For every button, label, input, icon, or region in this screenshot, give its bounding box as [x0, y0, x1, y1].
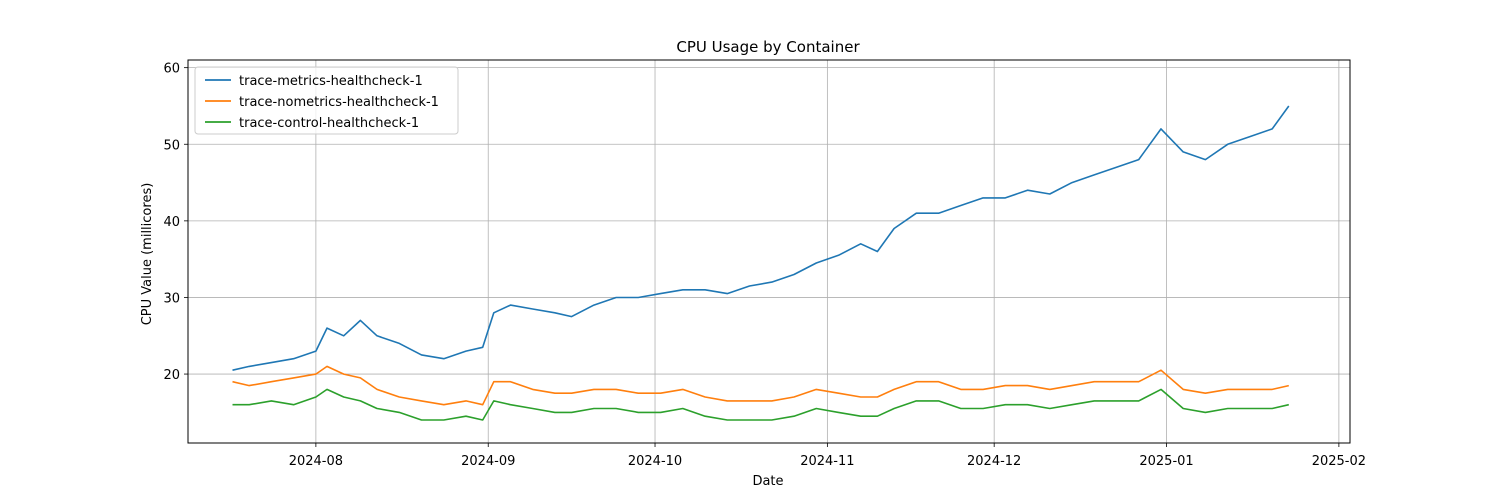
- y-tick-label: 60: [163, 62, 180, 77]
- y-tick-label: 30: [163, 291, 180, 306]
- series-line-2: [232, 365, 1289, 406]
- x-tick-label: 2024-10: [628, 454, 682, 469]
- legend-label: trace-metrics-healthcheck-1: [239, 74, 423, 89]
- series-lines: [232, 105, 1290, 421]
- legend: trace-metrics-healthcheck-1 trace-nometri…: [194, 66, 459, 135]
- series-line-1: [232, 105, 1290, 371]
- legend-box: [194, 66, 459, 135]
- x-tick-label: 2024-08: [289, 454, 343, 469]
- x-axis-ticks: 2024-08 2024-09 2024-10 2024-11 2024-12 2025-…: [289, 443, 1366, 469]
- x-tick-label: 2024-11: [800, 454, 854, 469]
- legend-label: trace-nometrics-healthcheck-1: [239, 95, 439, 110]
- y-axis-label: CPU Value (millicores): [140, 183, 155, 326]
- x-tick-label: 2025-02: [1312, 454, 1366, 469]
- x-tick-label: 2024-12: [967, 454, 1021, 469]
- chart-title: CPU Usage by Container: [676, 38, 860, 56]
- y-tick-label: 50: [163, 138, 180, 153]
- plot-frame: [187, 59, 1351, 444]
- y-tick-label: 40: [163, 215, 180, 230]
- y-axis-ticks: 20 30 40 50 60: [163, 62, 188, 383]
- series-line-3: [232, 388, 1289, 421]
- x-tick-label: 2025-01: [1139, 454, 1193, 469]
- x-tick-label: 2024-09: [461, 454, 515, 469]
- legend-label: trace-control-healthcheck-1: [239, 116, 419, 131]
- y-tick-label: 20: [163, 368, 180, 383]
- x-axis-label: Date: [752, 474, 783, 489]
